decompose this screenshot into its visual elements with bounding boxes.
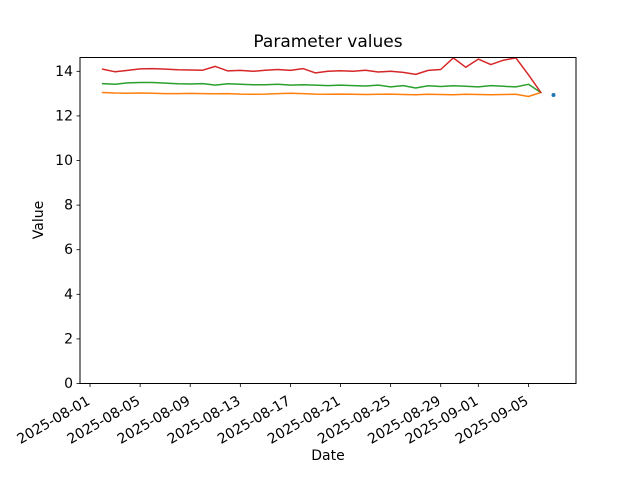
y-tick-label: 4: [64, 287, 73, 303]
line-orange: [101, 91, 542, 98]
y-tick-label: 6: [64, 242, 73, 258]
y-tick-label: 0: [64, 376, 73, 392]
point-blue: [551, 93, 556, 97]
chart-title: Parameter values: [253, 32, 403, 52]
line-red: [101, 57, 542, 94]
y-tick-label: 8: [64, 198, 73, 214]
line-green: [101, 81, 542, 94]
y-tick-label: 2: [64, 331, 73, 347]
x-axis-label: Date: [311, 448, 345, 464]
y-tick-label: 10: [55, 153, 73, 169]
axes-frame: [79, 57, 577, 384]
y-tick-label: 14: [55, 64, 73, 80]
y-tick-label: 12: [55, 108, 73, 124]
